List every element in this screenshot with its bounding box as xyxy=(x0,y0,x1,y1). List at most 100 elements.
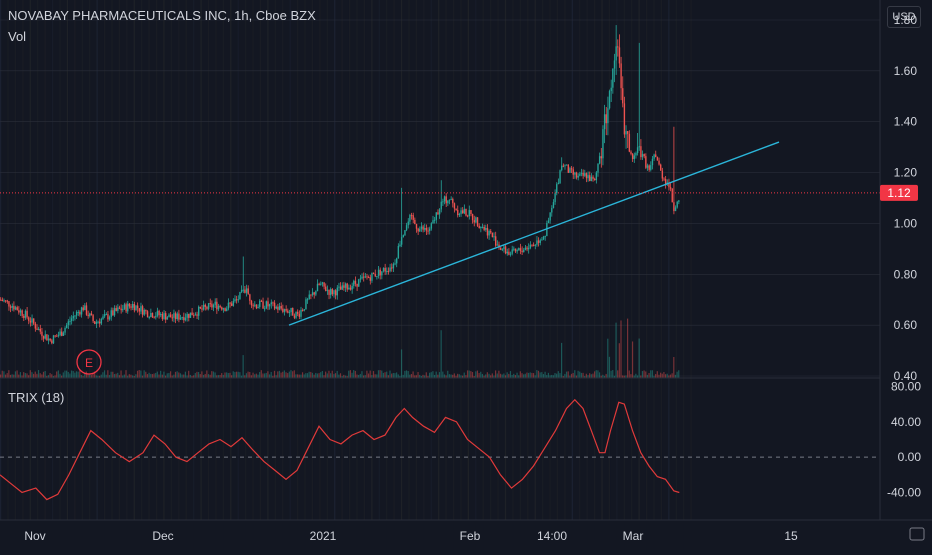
candle-body xyxy=(546,223,548,237)
candle-body xyxy=(334,290,337,296)
candle-body xyxy=(613,60,616,69)
volume-bar xyxy=(331,370,333,378)
volume-bar xyxy=(584,375,586,378)
volume-bar xyxy=(590,374,592,378)
volume-bar xyxy=(676,371,678,378)
candle-body xyxy=(14,307,17,310)
candle-body xyxy=(305,299,307,310)
volume-bar xyxy=(653,375,655,378)
candle-body xyxy=(509,253,512,255)
candle-body xyxy=(311,292,314,296)
candle-body xyxy=(95,321,98,324)
volume-bar xyxy=(485,374,487,378)
candle-body xyxy=(150,312,152,317)
volume-bar xyxy=(382,372,384,378)
candle-body xyxy=(559,170,561,184)
volume-bar xyxy=(135,374,137,378)
candle-body xyxy=(325,286,327,291)
volume-bar xyxy=(430,372,432,378)
volume-bar xyxy=(292,371,294,378)
volume-bar xyxy=(674,374,677,378)
candle-body xyxy=(3,300,5,302)
candle-body xyxy=(259,300,261,307)
candle-body xyxy=(72,316,74,319)
time-axis[interactable]: Nov Dec 2021 Feb 14:00 Mar 15 xyxy=(24,529,798,543)
candle-body xyxy=(453,203,456,209)
volume-bar xyxy=(359,373,361,378)
candle-body xyxy=(429,228,431,231)
price-tick-label: 1.80 xyxy=(894,13,918,27)
trix-axis[interactable]: 80.00 40.00 0.00 -40.00 xyxy=(887,379,921,499)
volume-bar xyxy=(486,372,488,378)
candle-body xyxy=(189,312,192,318)
price-tick-label: 0.60 xyxy=(894,318,918,332)
candle-body xyxy=(600,156,602,159)
volume-bar xyxy=(481,373,483,378)
earnings-marker[interactable]: E xyxy=(76,349,102,375)
volume-bar xyxy=(344,375,347,378)
price-axis[interactable]: 1.80 1.60 1.40 1.20 1.00 0.80 0.60 0.40 xyxy=(894,13,918,383)
candle-body xyxy=(501,249,503,251)
volume-bar xyxy=(577,370,579,378)
volume-bar xyxy=(158,374,160,378)
volume-bar xyxy=(557,371,559,378)
volume-bar xyxy=(267,371,269,378)
candle-body xyxy=(70,318,73,321)
volume-bar xyxy=(618,343,620,378)
candle-body xyxy=(565,164,568,166)
candle-body xyxy=(90,313,93,316)
candle-body xyxy=(250,300,253,306)
volume-bar xyxy=(478,373,480,378)
currency-button[interactable]: USD xyxy=(887,6,921,28)
volume-bar xyxy=(0,374,2,378)
candle-body xyxy=(514,248,517,252)
candle-body xyxy=(577,175,579,178)
volume-bar xyxy=(468,370,470,378)
volume-bar xyxy=(108,375,111,378)
candle-body xyxy=(344,283,347,288)
volume-bar xyxy=(544,371,546,378)
volume-bar xyxy=(640,375,642,378)
volume-bar xyxy=(598,372,601,378)
candle-body xyxy=(133,304,136,311)
volume-bar xyxy=(379,370,381,378)
volume-bar xyxy=(374,374,376,378)
trendline[interactable] xyxy=(288,141,780,326)
volume-bar xyxy=(455,375,457,378)
candle-body xyxy=(392,264,395,269)
candle-body xyxy=(8,301,10,307)
volume-bar xyxy=(196,371,198,378)
axis-settings-icon[interactable] xyxy=(909,527,925,541)
candle-body xyxy=(379,269,381,276)
volume-bar xyxy=(94,371,96,378)
volume-bar xyxy=(655,374,657,378)
volume-bar xyxy=(57,370,59,378)
candle-body xyxy=(361,276,363,279)
volume-bar xyxy=(113,373,116,378)
volume-bar xyxy=(551,374,553,378)
volume-bar xyxy=(102,372,104,378)
candle-body xyxy=(391,267,393,269)
volume-bar xyxy=(273,370,276,378)
volume-bar xyxy=(499,373,502,378)
session-band xyxy=(490,0,492,520)
candle-body xyxy=(202,304,205,310)
session-band xyxy=(594,0,596,520)
volume-bar xyxy=(650,370,652,378)
session-band xyxy=(274,0,276,520)
candle-body xyxy=(364,276,367,278)
candle-body xyxy=(272,302,274,304)
volume-bar xyxy=(59,373,61,378)
candle-body xyxy=(503,246,505,250)
volume-bar xyxy=(44,371,46,378)
candle-body xyxy=(432,220,434,224)
volume-bar xyxy=(140,370,142,378)
volume-bar xyxy=(541,372,543,378)
volume-bar xyxy=(582,372,584,378)
volume-bar xyxy=(183,374,185,378)
candle-body xyxy=(51,340,53,344)
volume-bar xyxy=(336,370,338,378)
candle-body xyxy=(511,249,513,254)
volume-bar xyxy=(594,371,596,378)
